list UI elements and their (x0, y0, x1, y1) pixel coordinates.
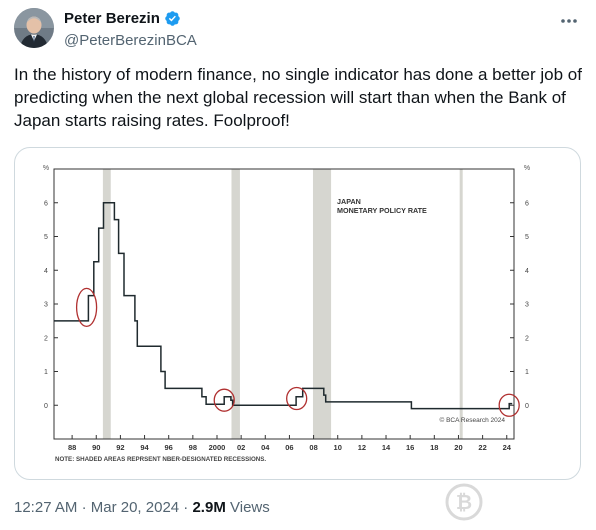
x-tick-label: 14 (382, 443, 391, 452)
y-tick-label-right: 2 (525, 335, 529, 342)
y-axis-left: 0 1 2 3 4 5 6 (44, 200, 58, 410)
meta-separator: · (81, 499, 87, 516)
x-tick-label: 90 (92, 443, 100, 452)
highlight-circle-3 (498, 393, 520, 417)
x-tick-label: 2000 (209, 443, 226, 452)
tweet-header: Peter Berezin @PeterBerezinBCA (14, 8, 582, 52)
svg-text:₿: ₿ (456, 490, 472, 514)
x-tick-label: 94 (140, 443, 149, 452)
author-names: Peter Berezin @PeterBerezinBCA (64, 10, 197, 49)
author-name[interactable]: Peter Berezin (64, 10, 197, 27)
watermark-logo: ₿ (444, 482, 590, 522)
y-tick-label-right: 3 (525, 302, 529, 309)
policy-rate-line (54, 202, 513, 410)
tweet-text: In the history of modern finance, no sin… (14, 65, 582, 130)
recession-bands (102, 169, 463, 439)
y-tick-label-right: 0 (525, 403, 529, 410)
verified-badge-icon (164, 10, 181, 27)
x-tick-label: 16 (406, 443, 414, 452)
y-tick-label-left: 2 (44, 335, 48, 342)
x-tick-label: 96 (165, 443, 173, 452)
y-tick-label-right: 1 (525, 369, 529, 376)
tweet-time[interactable]: 12:27 AM (14, 499, 78, 516)
y-tick-label-left: 0 (44, 403, 48, 410)
x-tick-label: 06 (285, 443, 293, 452)
chart-source: © BCA Research 2024 (440, 416, 506, 424)
highlight-circles (75, 287, 520, 417)
y-unit-right: % (524, 165, 530, 172)
y-tick-label-right: 6 (525, 200, 529, 207)
x-tick-label: 08 (309, 443, 317, 452)
x-tick-label: 04 (261, 443, 270, 452)
x-tick-label: 88 (68, 443, 76, 452)
y-unit-left: % (43, 165, 49, 172)
highlight-circle-1 (213, 388, 235, 412)
y-tick-label-left: 5 (44, 234, 48, 241)
x-tick-label: 12 (358, 443, 366, 452)
x-tick-label: 20 (454, 443, 462, 452)
recession-band-2 (312, 169, 332, 439)
y-tick-label-left: 3 (44, 302, 48, 309)
author-handle[interactable]: @PeterBerezinBCA (64, 32, 197, 49)
y-tick-label-right: 4 (525, 268, 529, 275)
x-tick-label: 92 (116, 443, 124, 452)
recession-band-3 (459, 169, 463, 439)
y-tick-label-left: 1 (44, 369, 48, 376)
author-display-name: Peter Berezin (64, 10, 160, 27)
x-tick-label: 10 (334, 443, 342, 452)
chart-title: JAPAN MONETARY POLICY RATE (337, 197, 427, 215)
views-count: 2.9M (192, 499, 226, 516)
x-tick-label: 98 (189, 443, 197, 452)
recession-band-0 (102, 169, 111, 439)
x-tick-label: 02 (237, 443, 245, 452)
meta-separator-2: · (183, 499, 189, 516)
x-tick-label: 18 (430, 443, 438, 452)
x-axis: 88 90 92 94 96 98 2000 02 04 06 08 10 12 14 16 18 20 22 24 (68, 435, 512, 452)
avatar[interactable] (14, 8, 54, 48)
tweet-meta: 12:27 AM · Mar 20, 2024 · 2.9M Views (14, 499, 270, 516)
y-axis-right: 0 1 2 3 4 5 6 (510, 200, 529, 410)
chart-note: NOTE: SHADED AREAS REPRSENT NBER-DESIGNA… (55, 456, 266, 463)
highlight-circle-0 (75, 287, 98, 328)
x-tick-label: 22 (478, 443, 486, 452)
highlight-circle-2 (286, 386, 308, 411)
views-label: Views (230, 499, 270, 516)
tweet-date[interactable]: Mar 20, 2024 (90, 499, 180, 516)
y-tick-label-left: 6 (44, 200, 48, 207)
y-tick-label-left: 4 (44, 268, 48, 275)
y-tick-label-right: 5 (525, 234, 529, 241)
plot-frame (53, 168, 515, 440)
x-tick-label: 24 (503, 443, 512, 452)
recession-band-1 (231, 169, 240, 439)
more-options-icon[interactable] (558, 10, 580, 32)
